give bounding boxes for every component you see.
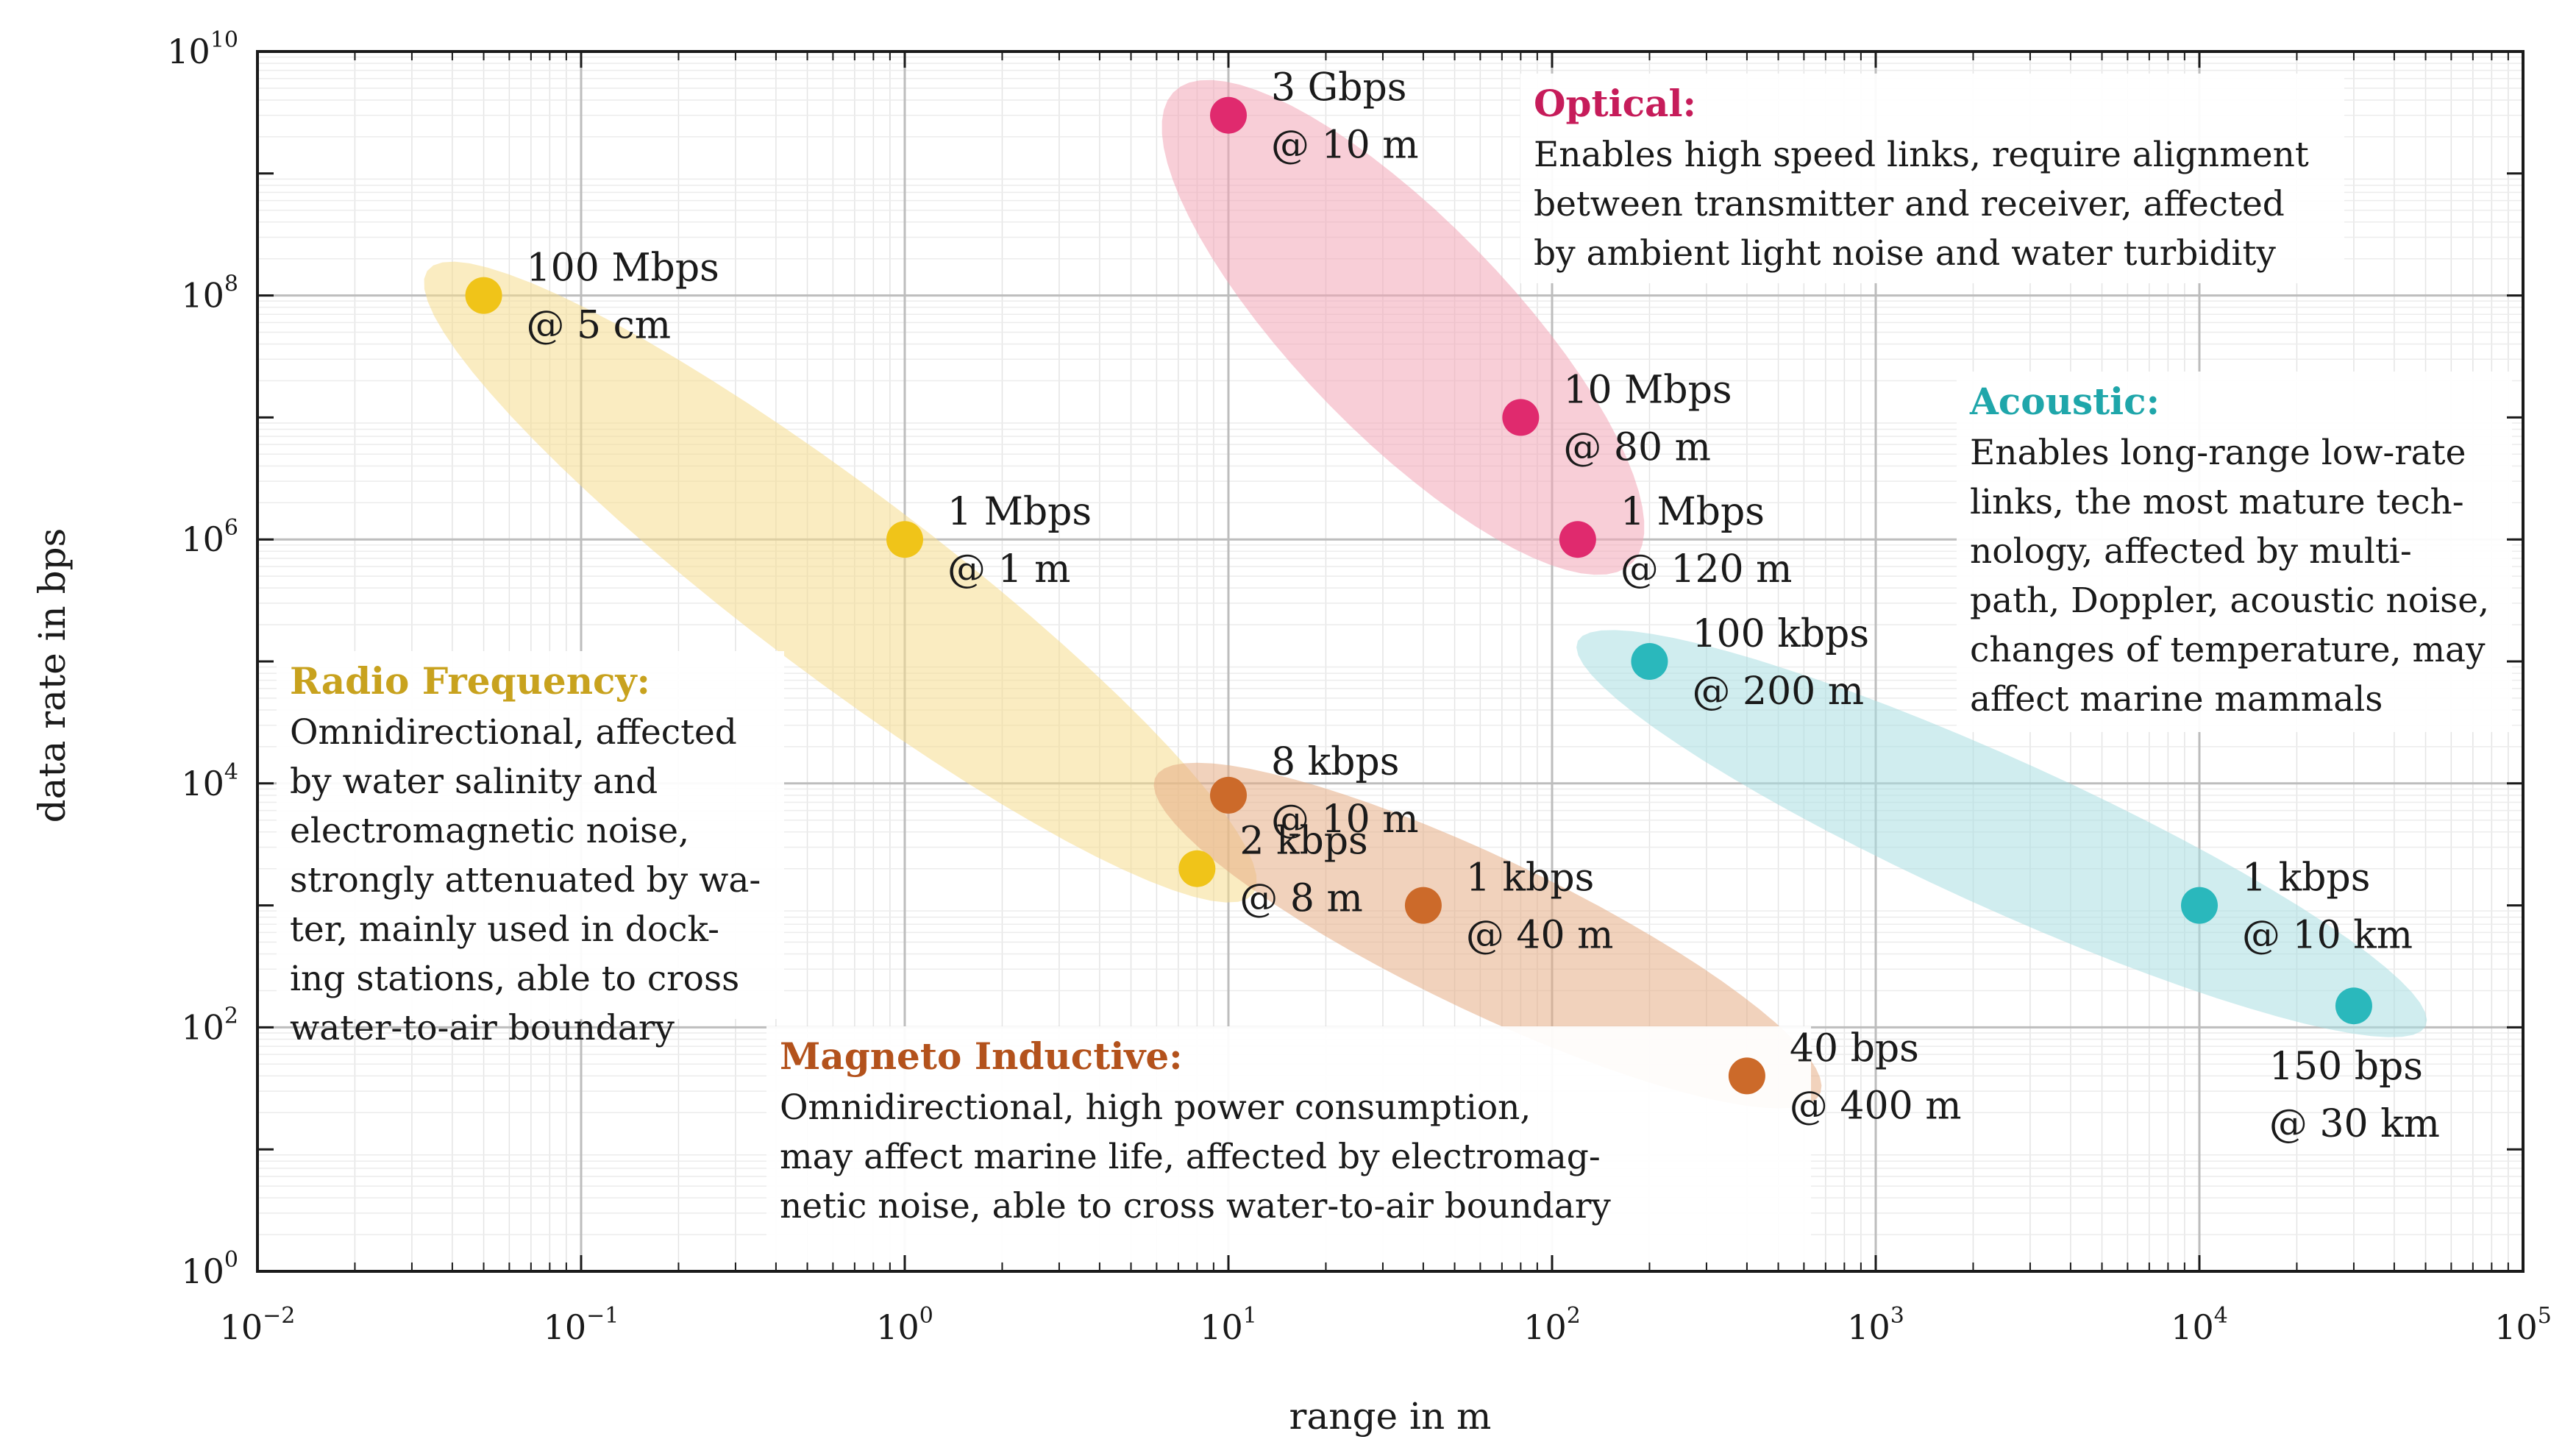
data-point-optical [1502,399,1540,436]
region-magneto-inductive [1153,762,1822,1109]
data-point-magneto-inductive [1404,887,1442,924]
description-line: Omnidirectional, affected [290,712,737,753]
description-title: Optical: [1534,82,1696,125]
y-tick-label: 108 [181,271,238,316]
y-tick-label: 100 [181,1247,238,1291]
data-point-label: @ 10 m [1271,124,1419,168]
data-point-label: 8 kbps [1271,740,1399,784]
data-point-label: @ 200 m [1692,670,1864,714]
data-point-magneto-inductive [1210,776,1247,814]
data-point-label: 2 kbps [1239,820,1367,864]
data-point-label: @ 8 m [1239,877,1362,921]
data-point-acoustic [2181,887,2218,924]
data-point-label: @ 1 m [947,547,1070,592]
data-point-magneto-inductive [1728,1057,1765,1095]
description-background [1520,74,2344,283]
description-line: nology, affected by multi- [1970,531,2412,572]
data-point-radio-frequency [886,521,923,558]
description-radio-frequency: Radio Frequency: Omnidirectional, affecte… [277,651,784,1048]
description-line: ter, mainly used in dock- [290,909,719,950]
region-radio-frequency [424,261,1257,903]
data-point-label: @ 40 m [1466,914,1614,958]
description-line: may affect marine life, affected by elec… [780,1137,1601,1177]
x-axis-label: range in m [1289,1395,1492,1438]
x-tick-label: 10−2 [220,1303,296,1347]
description-acoustic: Acoustic: Enables long-range low-rate link… [1957,372,2512,732]
description-line: Enables long-range low-rate [1970,433,2466,473]
data-point-label: 150 bps [2269,1045,2423,1089]
description-line: Enables high speed links, require alignm… [1534,135,2309,175]
description-background [277,651,784,1019]
description-magneto-inductive: Magneto Inductive: Omnidirectional, high … [766,1026,1811,1262]
description-background [1957,372,2512,732]
x-tick-label: 102 [1523,1303,1581,1347]
description-title: Radio Frequency: [290,659,650,703]
data-point-label: 1 kbps [1466,856,1594,901]
y-tick-label: 106 [181,515,238,559]
y-tick-label: 1010 [167,27,238,71]
description-line: path, Doppler, acoustic noise, [1970,580,2489,621]
data-point-label: 1 Mbps [947,490,1092,534]
y-axis-label: data rate in bps [31,528,74,823]
data-point-label: @ 400 m [1790,1084,1962,1128]
data-point-label: @ 30 km [2269,1102,2440,1146]
data-point-label: 1 kbps [2242,856,2370,901]
data-point-label: 1 Mbps [1620,490,1765,534]
data-point-optical [1559,521,1596,558]
description-line: affect marine mammals [1970,679,2383,720]
description-line: by water salinity and [290,761,658,802]
description-background [766,1026,1811,1262]
data-point-label: 3 Gbps [1271,66,1406,110]
description-line: Omnidirectional, high power consumption, [780,1087,1531,1128]
data-point-label: 100 Mbps [527,246,719,291]
x-tick-label: 100 [876,1303,933,1347]
y-tick-label: 104 [181,759,238,803]
data-point-label: 10 Mbps [1563,368,1732,412]
data-point-radio-frequency [465,277,502,314]
x-tick-label: 104 [2171,1303,2228,1347]
axis-ticks [256,50,2525,1273]
description-title: Magneto Inductive: [780,1034,1183,1078]
x-tick-label: 103 [1847,1303,1904,1347]
description-line: by ambient light noise and water turbidi… [1534,233,2276,274]
data-point-label: @ 10 km [2242,914,2413,958]
data-point-label: @ 5 cm [527,304,672,348]
data-point-acoustic [2335,987,2372,1025]
data-point-radio-frequency [1178,850,1216,887]
data-point-label: @ 120 m [1620,547,1793,592]
description-line: electromagnetic noise, [290,811,689,851]
region-acoustic [1576,630,2427,1037]
description-line: strongly attenuated by wa- [290,860,761,901]
data-point-acoustic [1631,643,1668,680]
x-tick-label: 101 [1200,1303,1257,1347]
description-optical: Optical: Enables high speed links, requir… [1520,74,2344,283]
data-point-label: 100 kbps [1692,612,1869,656]
y-tick-label: 102 [181,1003,238,1047]
description-line: between transmitter and receiver, affect… [1534,184,2285,224]
data-point-optical [1210,96,1247,134]
region-optical [1161,79,1645,575]
description-line: netic noise, able to cross water-to-air … [780,1186,1611,1226]
data-point-label: @ 10 m [1271,798,1419,842]
data-point-label: @ 80 m [1563,425,1711,469]
description-line: links, the most mature tech- [1970,482,2464,522]
x-tick-label: 10−1 [544,1303,619,1347]
description-title: Acoustic: [1969,380,2160,423]
x-tick-label: 105 [2494,1303,2552,1347]
description-line: ing stations, able to cross [290,959,739,999]
description-line: changes of temperature, may [1970,630,2486,670]
data-point-label: 40 bps [1790,1026,1919,1070]
description-line: water-to-air boundary [290,1008,675,1048]
